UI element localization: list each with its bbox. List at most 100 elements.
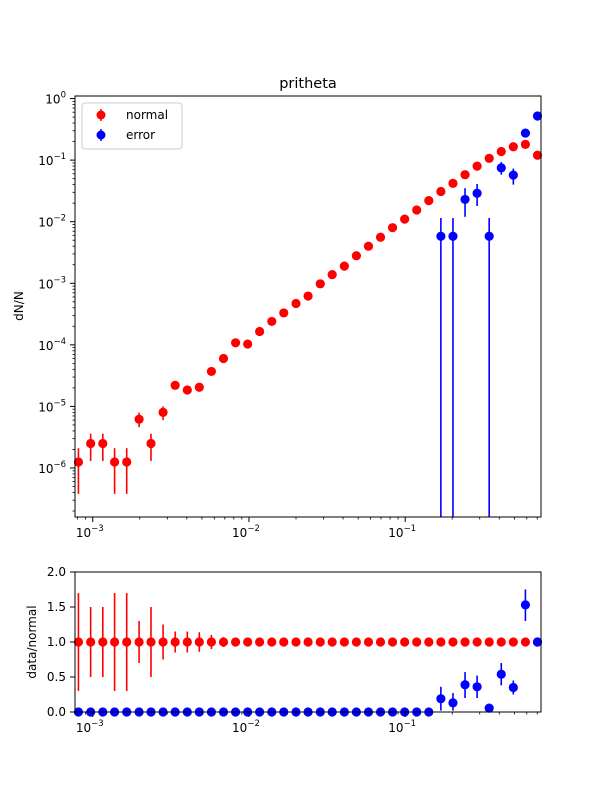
main-normal-point [363, 241, 374, 251]
main-normal-point [146, 438, 156, 449]
ratio-normal-point [327, 637, 337, 647]
ratio-error-point [460, 680, 470, 690]
legend-error-label: error [126, 128, 155, 142]
main-normal-point [243, 339, 253, 349]
ratio-normal-point [303, 637, 313, 647]
ratio-y-tick-label: 1.0 [47, 635, 66, 649]
main-normal-point [436, 186, 446, 197]
main-normal-point [400, 214, 410, 224]
legend-normal-marker [96, 110, 106, 120]
main-error-point [448, 231, 458, 241]
main-error-point [532, 111, 543, 121]
main-normal-point [194, 382, 204, 392]
ratio-error-point [484, 703, 494, 713]
ratio-normal-point [279, 637, 289, 647]
ratio-normal-point [520, 637, 531, 647]
ratio-normal-point [109, 637, 120, 647]
main-normal-point [460, 170, 470, 180]
ratio-x-tick-label: 10−1 [388, 719, 416, 735]
main-normal-point [158, 407, 168, 417]
legend-error-marker [96, 130, 106, 140]
ratio-normal-point [267, 637, 277, 647]
ratio-normal-point [134, 637, 144, 647]
ratio-y-axis-label: data/normal [25, 605, 39, 678]
main-y-tick-label: 100 [45, 91, 66, 107]
ratio-y-tick-label: 0.0 [47, 705, 66, 719]
main-x-tick-label: 10−2 [232, 524, 260, 540]
main-error-point [436, 231, 446, 241]
main-normal-point [327, 270, 337, 280]
main-normal-point [86, 438, 96, 449]
main-error-point [484, 231, 494, 241]
main-normal-point [109, 457, 120, 467]
ratio-plot: data/normal 10−3 10−2 10−1 0.0 0.5 1.0 1.5 2.0 [25, 565, 543, 735]
ratio-plot-frame [74, 571, 542, 713]
ratio-normal-point [412, 637, 422, 647]
ratio-normal-point [448, 637, 458, 647]
main-normal-point [182, 385, 192, 395]
ratio-normal-point [158, 637, 168, 647]
main-normal-point [339, 261, 349, 271]
main-normal-point [387, 223, 398, 233]
ratio-normal-point [484, 637, 494, 647]
ratio-normal-point [218, 637, 229, 647]
main-y-tick-label: 10−5 [38, 398, 66, 414]
ratio-normal-point [146, 637, 156, 647]
main-normal-point [496, 146, 506, 157]
ratio-normal-point [170, 637, 180, 647]
main-series-normal [73, 139, 543, 494]
ratio-error-point [448, 698, 458, 708]
main-error-point [460, 194, 470, 205]
main-error-point [520, 128, 531, 138]
ratio-normal-point [206, 637, 217, 647]
ratio-normal-point [98, 637, 108, 647]
ratio-normal-point [182, 637, 192, 647]
legend-box [81, 102, 183, 150]
main-error-point [472, 188, 482, 198]
ratio-y-tick-label: 2.0 [47, 565, 66, 579]
ratio-normal-point [122, 637, 132, 647]
ratio-normal-point [339, 637, 349, 647]
ratio-normal-point [375, 637, 386, 647]
main-y-tick-label: 10−6 [38, 460, 66, 476]
main-y-tick-label: 10−4 [38, 337, 66, 353]
main-normal-point [218, 353, 229, 364]
ratio-plot-axes: 10−3 10−2 10−1 0.0 0.5 1.0 1.5 2.0 [47, 565, 538, 735]
main-normal-point [484, 153, 494, 163]
ratio-error-point [508, 682, 518, 693]
main-normal-point [508, 142, 518, 152]
ratio-normal-point [230, 637, 241, 647]
ratio-normal-point [194, 637, 204, 647]
main-normal-point [230, 338, 241, 348]
ratio-error-point [496, 669, 506, 679]
main-normal-point [375, 232, 386, 242]
main-normal-point [98, 438, 108, 449]
main-normal-point [532, 150, 543, 160]
ratio-x-tick-label: 10−2 [232, 719, 260, 735]
main-y-tick-label: 10−3 [38, 275, 66, 291]
main-x-tick-label: 10−3 [76, 524, 104, 540]
ratio-normal-point [472, 637, 482, 647]
main-normal-point [412, 205, 422, 215]
ratio-normal-point [243, 637, 253, 647]
main-error-point [496, 163, 506, 173]
ratio-normal-point [315, 637, 325, 647]
main-plot-marks [73, 111, 543, 517]
ratio-series-normal [73, 593, 543, 691]
main-normal-point [424, 196, 434, 206]
legend-item-normal: normal [96, 108, 168, 122]
ratio-y-tick-label: 0.5 [47, 670, 66, 684]
main-normal-point [267, 316, 277, 327]
ratio-error-point [472, 682, 482, 692]
chart-title: pritheta [279, 76, 337, 92]
main-normal-point [303, 291, 313, 301]
main-normal-point [472, 161, 482, 171]
main-plot-frame [74, 95, 542, 518]
ratio-error-point [532, 637, 543, 647]
ratio-y-tick-label: 1.5 [47, 600, 66, 614]
ratio-x-tick-label: 10−3 [76, 719, 104, 735]
main-normal-point [520, 139, 531, 150]
main-normal-point [315, 279, 325, 289]
main-y-tick-label: 10−2 [38, 214, 66, 230]
